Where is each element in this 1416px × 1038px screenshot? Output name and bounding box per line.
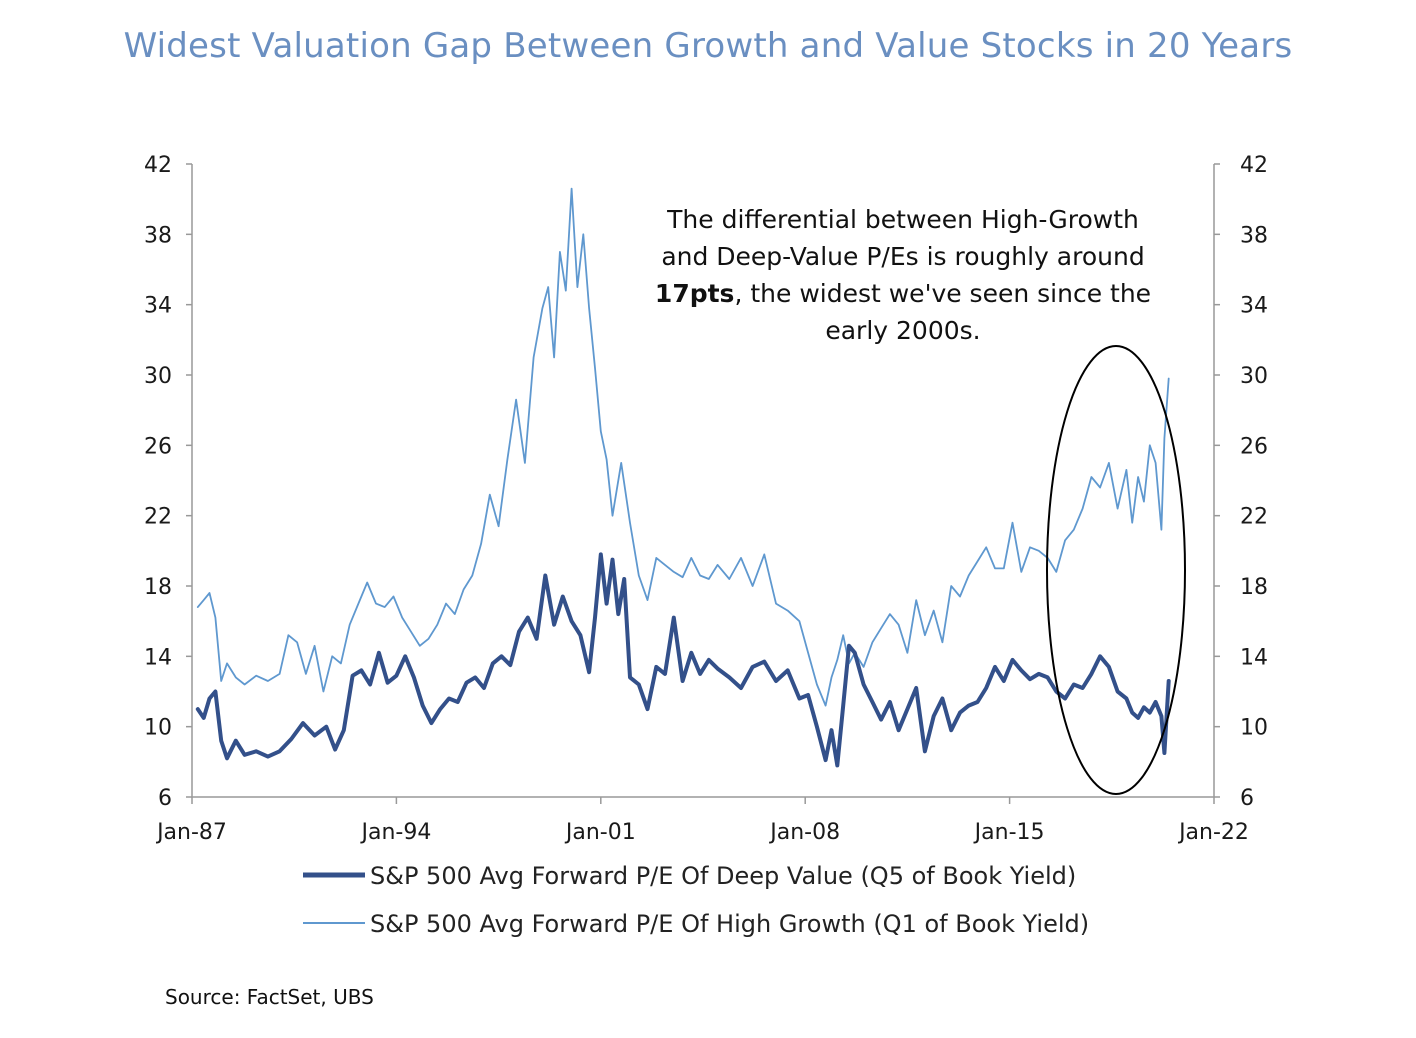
y-tick-label-right: 6 (1240, 786, 1254, 811)
annotation-bold: 17pts (655, 279, 735, 308)
y-tick-label-right: 18 (1240, 575, 1268, 600)
annotation-line-3-rest: , the widest we've seen since the (734, 279, 1151, 308)
x-tick-label: Jan-08 (768, 820, 840, 845)
y-tick-label-left: 42 (144, 153, 172, 178)
y-tick-label-right: 10 (1240, 716, 1268, 741)
legend-label-deep-value: S&P 500 Avg Forward P/E Of Deep Value (Q… (370, 862, 1076, 890)
legend-label-high-growth: S&P 500 Avg Forward P/E Of High Growth (… (370, 910, 1089, 938)
y-tick-label-left: 6 (158, 786, 172, 811)
y-tick-label-left: 34 (144, 294, 172, 319)
x-tick-label: Jan-94 (359, 820, 431, 845)
y-tick-label-right: 26 (1240, 434, 1268, 459)
series-line-deep-value (195, 552, 1171, 768)
y-tick-label-left: 10 (144, 716, 172, 741)
y-tick-label-right: 22 (1240, 505, 1268, 530)
x-tick-label: Jan-15 (973, 820, 1045, 845)
annotation-line-3: 17pts, the widest we've seen since the (655, 279, 1151, 308)
series-lines (195, 187, 1171, 768)
annotation: The differential between High-Growth and… (655, 205, 1151, 345)
y-tick-label-left: 22 (144, 505, 172, 530)
y-tick-label-left: 30 (144, 364, 172, 389)
y-tick-label-left: 14 (144, 645, 172, 670)
x-tick-label: Jan-01 (564, 820, 636, 845)
legend: S&P 500 Avg Forward P/E Of Deep Value (Q… (303, 862, 1089, 938)
tick-labels: 6 10 14 18 22 26 30 34 38 42 6 10 14 18 22 26 30 34 38 42 Ja… (144, 153, 1268, 845)
series-line-high-growth (196, 187, 1170, 707)
chart-title: Widest Valuation Gap Between Growth and … (123, 26, 1293, 66)
highlight-ellipse (1046, 345, 1186, 795)
y-tick-label-right: 34 (1240, 294, 1268, 319)
y-tick-label-right: 30 (1240, 364, 1268, 389)
x-tick-label: Jan-87 (155, 820, 227, 845)
annotation-line-1: The differential between High-Growth (666, 205, 1139, 234)
y-tick-label-right: 14 (1240, 645, 1268, 670)
y-tick-label-right: 38 (1240, 223, 1268, 248)
annotation-line-4: early 2000s. (825, 316, 980, 345)
axes (186, 163, 1220, 804)
x-tick-label: Jan-22 (1177, 820, 1249, 845)
y-tick-label-left: 18 (144, 575, 172, 600)
annotation-line-2: and Deep-Value P/Es is roughly around (661, 242, 1144, 271)
y-tick-label-left: 38 (144, 223, 172, 248)
y-tick-label-left: 26 (144, 434, 172, 459)
y-tick-label-right: 42 (1240, 153, 1268, 178)
source-note: Source: FactSet, UBS (165, 985, 374, 1009)
